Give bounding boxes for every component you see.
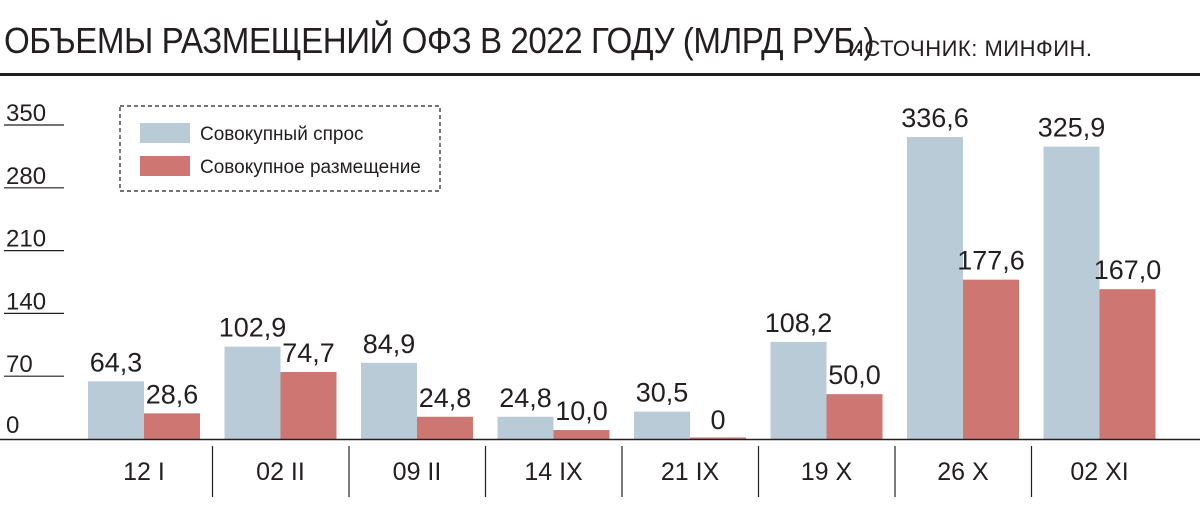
value-label-placement: 10,0 [555,396,608,426]
x-tick-label: 19 X [801,458,853,486]
value-label-placement: 50,0 [828,360,881,390]
legend: Совокупный спрос Совокупное размещение [119,105,441,192]
y-tick-label: 70 [6,351,33,378]
x-tick-label: 02 II [256,458,305,486]
value-label-demand: 84,9 [363,329,416,359]
title-row: ОБЪЕМЫ РАЗМЕЩЕНИЙ ОФЗ В 2022 ГОДУ (МЛРД … [4,20,950,70]
bar-demand [361,362,417,439]
bar-placement [1099,289,1156,439]
chart-title: ОБЪЕМЫ РАЗМЕЩЕНИЙ ОФЗ В 2022 ГОДУ (МЛРД … [4,20,874,61]
legend-box [119,105,441,192]
bar-demand [224,346,281,439]
bar-placement [553,430,610,439]
value-label-demand: 108,2 [765,308,833,338]
bars [88,137,1156,439]
y-tick-label: 0 [6,412,19,439]
value-label-demand: 336,6 [901,103,969,133]
bar-demand [1043,146,1100,439]
y-axis: 350 280 210 140 70 0 [4,100,64,439]
legend-swatch-demand [140,123,190,143]
bar-placement [690,437,746,439]
value-label-placement: 177,6 [957,246,1025,276]
value-label-placement: 74,7 [282,338,335,368]
bar-placement [280,371,337,439]
value-label-placement: 167,0 [1094,255,1162,285]
bar-demand [88,381,144,439]
value-label-placement: 28,6 [146,379,199,409]
bar-placement [963,279,1019,439]
x-tick-label: 21 IX [661,458,720,486]
value-label-demand: 325,9 [1038,113,1106,143]
legend-label-placement: Совокупное размещение [200,157,421,178]
y-tick-label: 140 [6,288,46,315]
bar-placement [417,416,473,439]
title-rule [0,73,1200,76]
bar-demand [497,416,554,439]
bar-placement [144,413,200,439]
bar-demand [634,411,690,439]
x-axis: 12 I 02 II 09 II 14 IX 21 IX 19 X 26 X 02 XI [123,446,1129,497]
value-label-placement: 0 [710,405,725,435]
bar-demand [770,341,827,439]
x-tick-label: 02 XI [1070,458,1128,486]
legend-swatch-placement [140,156,190,176]
value-label-demand: 30,5 [636,378,689,408]
value-label-demand: 24,8 [499,383,552,413]
y-tick-label: 210 [6,226,46,253]
value-label-demand: 64,3 [90,347,143,377]
x-tick-label: 26 X [937,458,989,486]
chart-source: ИСТОЧНИК: МИНФИН. [848,36,1093,61]
y-tick-label: 280 [6,163,46,190]
y-tick-label: 350 [6,100,46,127]
x-tick-label: 14 IX [524,458,583,486]
legend-label-demand: Совокупный спрос [200,124,364,145]
value-label-placement: 24,8 [419,383,472,413]
bar-placement [826,394,883,439]
x-tick-label: 12 I [123,458,165,486]
value-label-demand: 102,9 [219,313,287,343]
bar-demand [907,137,963,439]
x-tick-label: 09 II [393,458,442,486]
